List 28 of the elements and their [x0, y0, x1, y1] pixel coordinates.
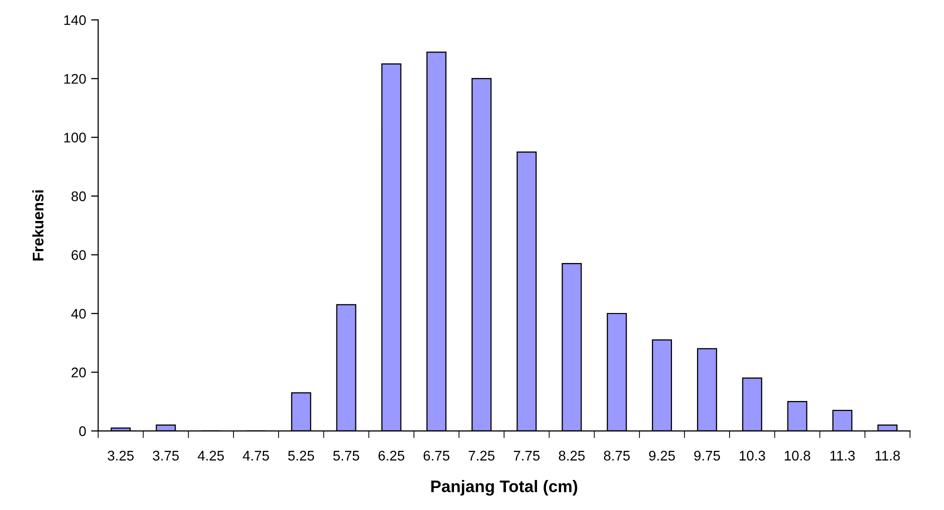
y-tick-label: 140: [64, 15, 86, 26]
x-tick-label: 7.25: [468, 450, 494, 461]
y-tick-label: 0: [79, 426, 86, 436]
x-tick-label: 10.8: [784, 450, 810, 461]
x-tick-label: 6.25: [378, 450, 404, 461]
x-tick-label: 8.25: [558, 450, 585, 461]
x-tick-label: 7.75: [514, 450, 540, 461]
x-tick-label: 9.75: [694, 450, 720, 461]
x-axis-title: Panjang Total (cm): [431, 480, 578, 496]
x-tick-label: 8.75: [604, 450, 630, 461]
x-tick-label: 11.8: [876, 450, 900, 461]
x-tick-label: 9.25: [649, 450, 675, 461]
x-tick-label: 3.25: [108, 450, 134, 461]
y-tick-label: 100: [64, 132, 86, 143]
y-tick-label: 120: [64, 74, 86, 84]
x-tick-label: 3.75: [152, 450, 179, 461]
y-tick-label: 20: [72, 368, 86, 378]
y-axis-title: Frekuensi: [32, 190, 44, 260]
y-tick-label: 60: [72, 250, 86, 260]
x-tick-label: 11.3: [830, 450, 855, 461]
x-tick-label: 4.25: [198, 450, 224, 461]
x-tick-label: 5.75: [333, 450, 360, 461]
x-tick-label: 5.25: [288, 450, 314, 461]
y-tick-label: 80: [72, 191, 86, 202]
x-tick-label: 4.75: [242, 450, 269, 461]
x-tick-label: 10.3: [740, 450, 766, 461]
x-tick-label: 6.75: [424, 450, 450, 461]
y-tick-label: 40: [71, 308, 86, 319]
